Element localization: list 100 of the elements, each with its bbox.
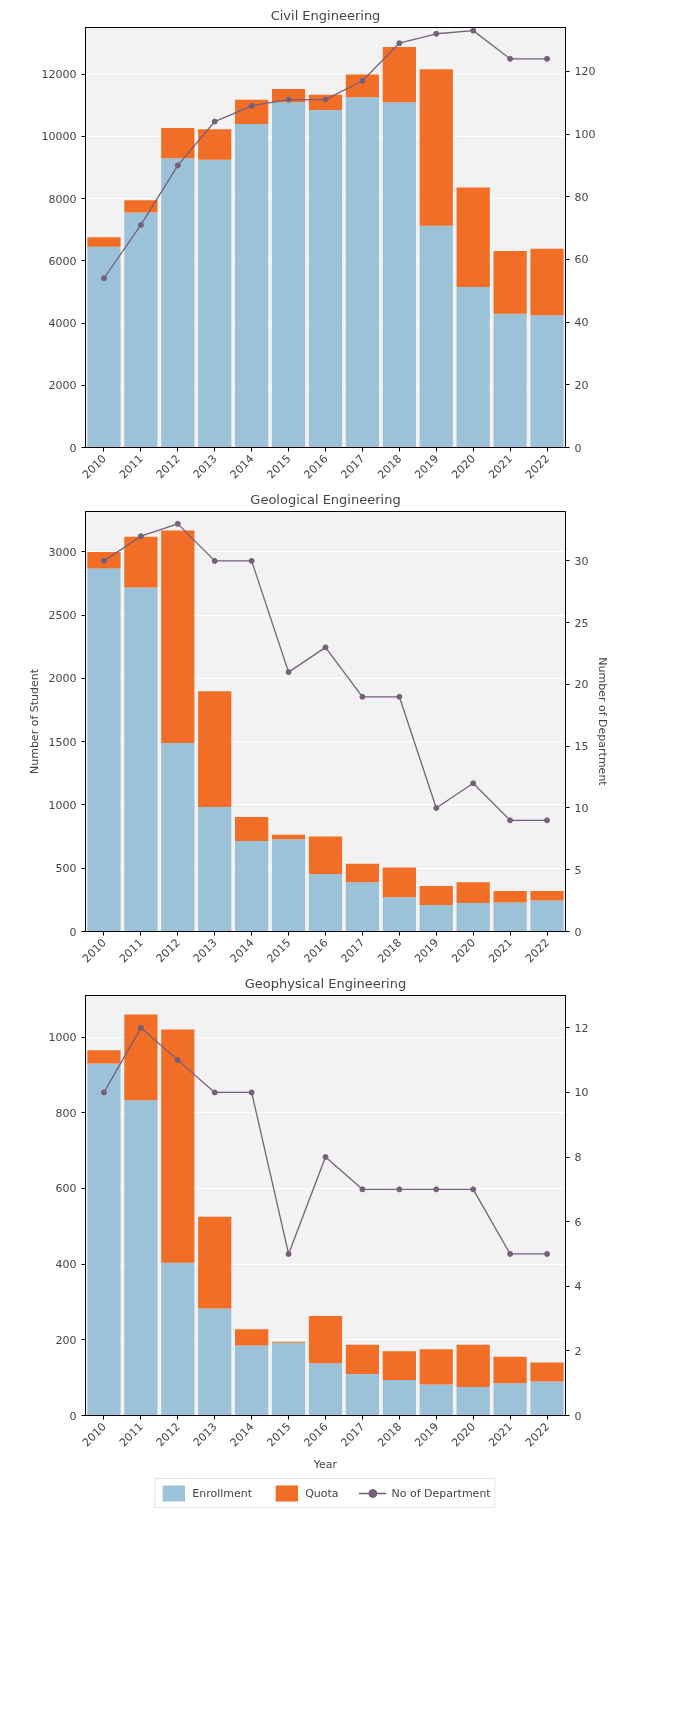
bar [308,1363,343,1416]
bar [493,891,527,903]
bar [345,97,380,448]
bar [87,1063,121,1416]
point [433,30,440,37]
bar [419,885,453,905]
y-tick-label: 10000 [41,130,77,144]
y2-tick-label: 15 [574,740,589,754]
bar [161,127,195,159]
bar [456,882,490,904]
y-tick-label: 0 [69,925,77,939]
bar [235,123,269,448]
y2-tick-label: 4 [574,1280,582,1294]
y-tick-label: 12000 [41,68,77,82]
y2-axis-title: Number of Department [596,657,610,787]
point [100,557,107,564]
y-tick-label: 3000 [48,545,77,559]
y-tick-label: 200 [55,1333,77,1347]
legend-label: Enrollment [192,1486,253,1500]
x-axis-title: Year [312,1457,338,1471]
bar [161,743,195,932]
bar [530,248,564,316]
point [544,817,551,824]
point [100,1089,107,1096]
point [211,118,218,125]
y2-tick-label: 6 [574,1215,582,1229]
point [433,804,440,811]
y-tick-label: 1000 [48,798,77,812]
bar [419,904,453,932]
bar [124,587,158,932]
bar [530,891,564,901]
bar [198,1216,232,1309]
bar [198,1308,232,1416]
point [322,96,329,103]
point [396,40,403,47]
bar [382,47,416,103]
bar [124,1100,158,1416]
point [137,1024,144,1031]
y2-tick-label: 2 [574,1344,582,1358]
point [470,27,477,34]
bar [198,691,232,807]
bar [235,99,269,124]
bar [419,1349,453,1385]
point [396,693,403,700]
bar [419,1384,453,1416]
bar [161,1262,195,1416]
point [211,557,218,564]
y-axis-title: Number of Student [27,668,41,775]
y-tick-label: 400 [55,1258,77,1272]
bar [345,882,380,932]
y-tick-label: 4000 [48,317,77,331]
point [507,55,514,62]
bar [161,530,195,744]
y2-tick-label: 10 [574,1086,589,1100]
bar [87,551,121,569]
bar [271,1342,306,1416]
bar [124,212,158,448]
bar [382,897,416,932]
bar [124,1014,158,1101]
bar [87,237,121,247]
point [174,520,181,527]
bar [161,1029,195,1263]
bar [382,867,416,898]
chart-title: Civil Engineering [270,7,381,23]
y2-tick-label: 0 [574,925,582,939]
y2-tick-label: 100 [574,128,596,142]
legend-label: Quota [305,1486,339,1500]
bar [345,863,380,883]
bar [87,568,121,932]
bar [419,225,453,448]
bar [530,315,564,448]
bar [345,1344,380,1374]
bar [87,246,121,448]
y2-tick-label: 30 [574,554,589,568]
y2-tick-label: 8 [574,1151,582,1165]
y-tick-label: 6000 [48,254,77,268]
y-tick-label: 600 [55,1182,77,1196]
point [359,1186,366,1193]
point [544,1250,551,1257]
bar [345,1373,380,1416]
point [285,1250,292,1257]
bar [493,250,527,314]
point [211,1089,218,1096]
bar [198,129,232,160]
bar [382,102,416,448]
bar [198,159,232,448]
y2-tick-label: 20 [574,678,589,692]
bar [271,834,306,840]
point [248,102,255,109]
bar [308,1315,343,1364]
bar [308,109,343,448]
chart-title: Geological Engineering [250,491,401,507]
point [322,644,329,651]
bar [493,902,527,932]
bar [530,1381,564,1416]
point [359,693,366,700]
bar [235,841,269,932]
point [507,1250,514,1257]
bar [530,900,564,932]
y2-tick-label: 120 [574,65,596,79]
